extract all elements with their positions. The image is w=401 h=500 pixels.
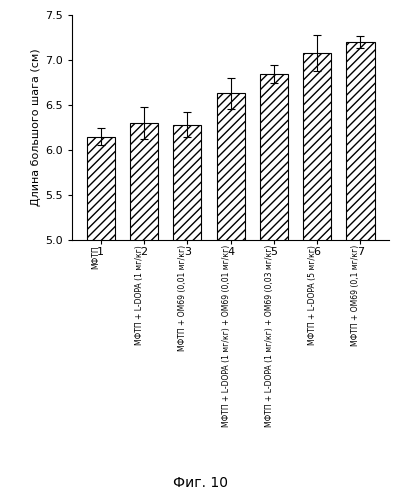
Text: МФТП + L-DOPA (1 мг/кг) + ОМ69 (0,03 мг/кг): МФТП + L-DOPA (1 мг/кг) + ОМ69 (0,03 мг/… [265,245,274,428]
Bar [173,125,201,500]
Text: Фиг. 10: Фиг. 10 [173,476,228,490]
Bar [87,136,115,500]
Text: МФТП: МФТП [92,245,101,268]
Text: МФТП + ОМ69 (0,1 мг/кг): МФТП + ОМ69 (0,1 мг/кг) [352,245,360,346]
Text: МФТП + L-DOPA (5 мг/кг): МФТП + L-DOPA (5 мг/кг) [308,245,317,345]
Bar [130,123,158,500]
Y-axis label: Длина большого шага (см): Длина большого шага (см) [31,48,41,206]
Bar [303,53,331,500]
Text: МФТП + ОМ69 (0,01 мг/кг): МФТП + ОМ69 (0,01 мг/кг) [178,245,187,351]
Bar [217,94,245,500]
Bar [260,74,288,500]
Bar [346,42,375,500]
Text: МФТП + L-DOPA (1 мг/кг): МФТП + L-DOPA (1 мг/кг) [135,245,144,345]
Text: МФТП + L-DOPA (1 мг/кг) + ОМ69 (0,01 мг/кг): МФТП + L-DOPA (1 мг/кг) + ОМ69 (0,01 мг/… [222,245,231,427]
